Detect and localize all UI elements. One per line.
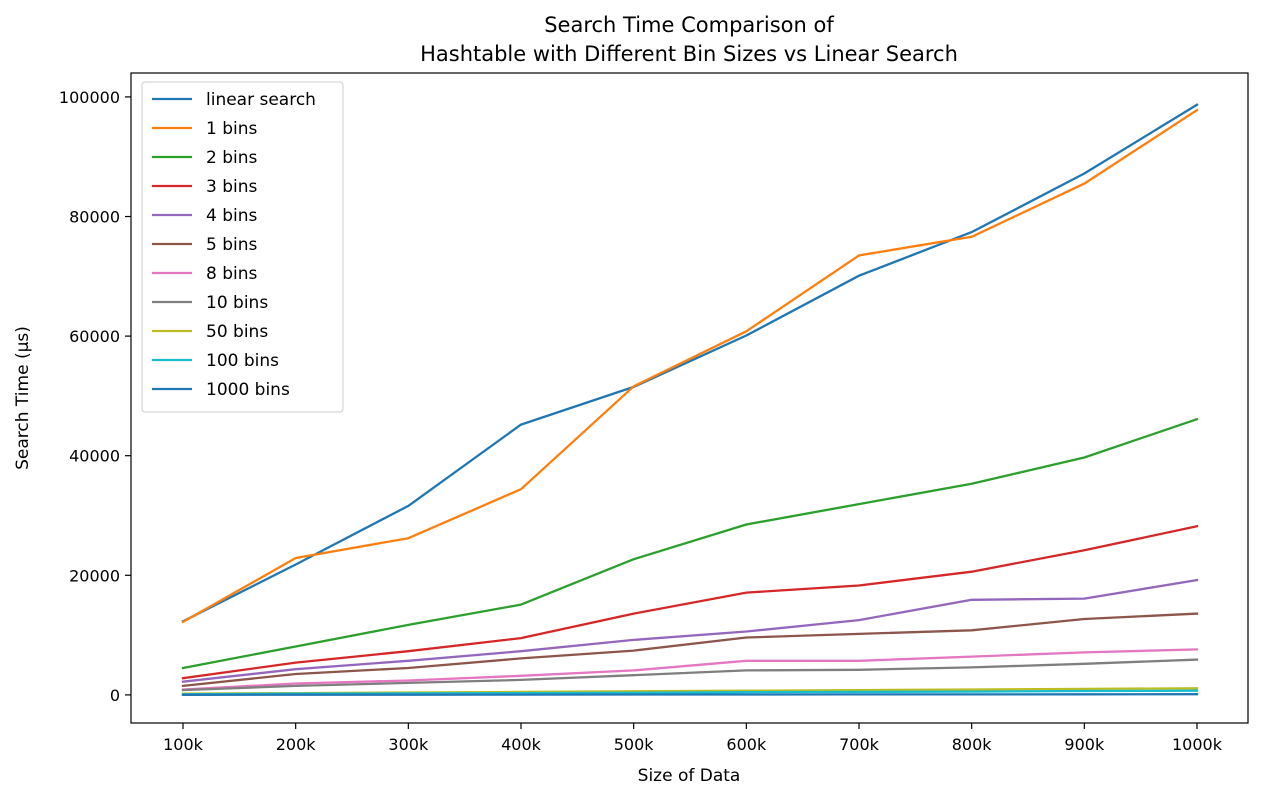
series-line-3 [181, 524, 1199, 680]
legend-entry-label: 4 bins [206, 206, 258, 226]
x-axis-ticks: 100k 200k 300k 400k 500k 600k 700k 800k 900k 1000… [163, 723, 1223, 754]
series-line-1 [181, 108, 1199, 624]
x-tick-label: 700k [839, 735, 880, 754]
legend-entry-label: 50 bins [206, 322, 268, 342]
series-line-6 [181, 648, 1199, 691]
y-axis-ticks: 0 20000 40000 60000 80000 100000 [59, 88, 131, 705]
legend: linear search 1 bins 2 bins 3 bins 4 bins 5 b… [141, 81, 344, 413]
legend-entry-label: 8 bins [206, 264, 258, 284]
legend-entry-label: 5 bins [206, 235, 258, 255]
legend-entry-label: 1 bins [206, 119, 258, 139]
x-axis-label: Size of Data [638, 766, 741, 786]
x-tick-label: 900k [1064, 735, 1105, 754]
series-line-5 [181, 612, 1199, 688]
legend-entry-label: linear search [206, 90, 316, 110]
x-tick-label: 200k [276, 735, 317, 754]
legend-entry-label: 100 bins [206, 351, 279, 371]
y-tick-label: 0 [110, 686, 120, 705]
y-tick-label: 100000 [59, 88, 120, 107]
series-line-10 [181, 693, 1199, 696]
y-tick-label: 60000 [69, 327, 120, 346]
x-tick-label: 600k [726, 735, 767, 754]
x-tick-label: 1000k [1172, 735, 1223, 754]
legend-entry-label: 1000 bins [206, 380, 290, 400]
legend-entry-label: 10 bins [206, 293, 268, 313]
plot-frame [130, 72, 1249, 724]
series-line-7 [181, 658, 1199, 692]
y-tick-label: 80000 [69, 208, 120, 227]
chart-title-line-1: Search Time Comparison of [544, 13, 834, 37]
x-tick-label: 300k [388, 735, 429, 754]
x-tick-label: 800k [952, 735, 993, 754]
x-tick-label: 100k [163, 735, 204, 754]
x-tick-label: 400k [501, 735, 542, 754]
y-tick-label: 40000 [69, 447, 120, 466]
plot-lines [181, 103, 1199, 696]
x-tick-label: 500k [614, 735, 655, 754]
legend-entry-label: 3 bins [206, 177, 258, 197]
y-axis-label: Search Time (µs) [13, 326, 33, 470]
series-line-0 [181, 103, 1199, 623]
y-tick-label: 20000 [69, 566, 120, 585]
series-line-2 [181, 417, 1199, 670]
chart-title-line-2: Hashtable with Different Bin Sizes vs Li… [420, 42, 958, 66]
legend-entry-label: 2 bins [206, 148, 258, 168]
legend-box [141, 81, 344, 413]
series-line-4 [181, 578, 1199, 683]
